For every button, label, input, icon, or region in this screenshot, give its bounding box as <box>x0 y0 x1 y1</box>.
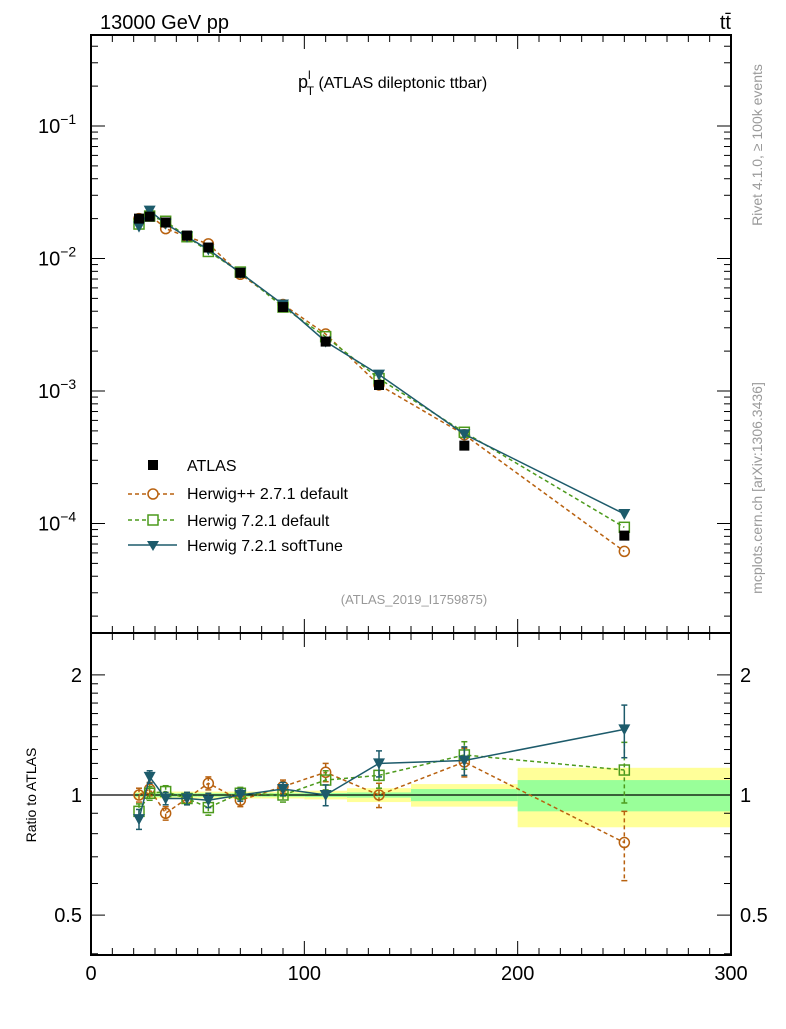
main-point-herwigpp <box>618 545 631 558</box>
ratio-point-herwig7 <box>143 787 156 800</box>
ratio-point-herwig7 <box>618 764 631 776</box>
x-tick-label: 200 <box>501 963 534 985</box>
tick-base: 10 <box>38 514 60 536</box>
main-y-tick-label: 10−2 <box>38 244 76 271</box>
tick-exponent: −2 <box>60 244 76 260</box>
legend-marker-softtune <box>147 541 159 551</box>
ratio-point-softtune <box>143 771 156 783</box>
main-y-tick-label: 10−3 <box>38 376 76 403</box>
ratio-point-softtune <box>277 784 289 796</box>
ratio-y-tick-label-left: 2 <box>71 665 82 687</box>
main-point-atlas <box>619 530 630 541</box>
ratio-point-softtune <box>458 755 471 767</box>
series-layer <box>133 205 631 882</box>
main-point-atlas <box>160 217 171 228</box>
main-point-atlas <box>144 211 155 222</box>
ratio-ylabel: Ratio to ATLAS <box>23 748 39 843</box>
main-point-softtune <box>618 508 631 520</box>
main-point-softtune <box>143 205 156 217</box>
ratio-point-softtune <box>373 758 385 770</box>
tick-exponent: −4 <box>60 509 76 525</box>
ratio-point-herwigpp <box>373 789 385 801</box>
ratio-point-softtune <box>234 790 247 801</box>
ratio-point-softtune <box>618 724 631 736</box>
ratio-y-tick-label-right: 0.5 <box>740 905 768 927</box>
ratio-y-tick-label-left: 1 <box>71 785 82 807</box>
ratio-point-herwigpp <box>159 807 172 820</box>
legend-marker-atlas <box>148 460 158 470</box>
tick-base: 10 <box>38 116 60 138</box>
x-tick-label: 300 <box>714 963 747 985</box>
x-tick-label: 0 <box>85 963 96 985</box>
legend: ATLAS Herwig++ 2.7.1 default Herwig 7.2.… <box>128 458 349 555</box>
main-point-atlas <box>182 230 192 241</box>
x-tick-label: 100 <box>288 963 321 985</box>
process-label: tt̄ <box>720 12 732 34</box>
plot-title: pl T (ATLAS dileptonic ttbar) <box>298 68 487 98</box>
legend-marker-herwigpp <box>147 488 159 500</box>
main-point-softtune <box>458 429 471 441</box>
ratio-point-herwigpp <box>618 836 631 849</box>
tick-exponent: −1 <box>60 111 76 127</box>
tick-exponent: −3 <box>60 376 76 392</box>
main-point-atlas <box>203 242 214 253</box>
plot-title-p: p <box>298 72 308 92</box>
plot-title-sub: T <box>307 84 315 98</box>
main-point-atlas <box>320 336 331 347</box>
analysis-id: (ATLAS_2019_I1759875) <box>341 592 487 607</box>
main-point-atlas <box>459 440 470 451</box>
main-point-atlas <box>235 267 246 278</box>
ratio-y-tick-label-right: 1 <box>740 785 751 807</box>
plot-title-sup: l <box>308 68 311 82</box>
ratio-point-softtune <box>319 790 332 801</box>
tick-base: 10 <box>38 381 60 403</box>
main-point-softtune <box>133 221 145 233</box>
ratio-y-tick-label-left: 0.5 <box>54 905 82 927</box>
legend-marker-herwig7 <box>147 514 159 526</box>
main-y-tick-label: 10−1 <box>38 111 76 138</box>
main-point-atlas <box>134 213 144 224</box>
ratio-y-tick-label-right: 2 <box>740 665 751 687</box>
plot-title-rest: (ATLAS dileptonic ttbar) <box>314 75 487 92</box>
ratio-point-herwigpp <box>319 766 332 779</box>
side-text-mcplots: mcplots.cern.ch [arXiv:1306.3436] <box>749 382 765 594</box>
main-point-atlas <box>374 379 384 390</box>
ratio-point-softtune <box>133 814 145 826</box>
ratio-point-softtune <box>159 793 172 805</box>
ratio-point-softtune <box>181 793 193 805</box>
ratio-point-softtune <box>202 795 215 807</box>
legend-label-herwigpp: Herwig++ 2.7.1 default <box>187 486 349 503</box>
main-y-tick-label: 10−4 <box>38 509 76 536</box>
legend-label-softtune: Herwig 7.2.1 softTune <box>187 538 343 555</box>
legend-label-herwig7: Herwig 7.2.1 default <box>187 513 330 530</box>
side-text-rivet: Rivet 4.1.0, ≥ 100k events <box>749 64 765 226</box>
series-atlas <box>134 211 630 541</box>
tick-base: 10 <box>38 249 60 271</box>
main-point-softtune <box>373 369 385 381</box>
ratio-point-herwigpp <box>202 777 215 790</box>
main-point-atlas <box>278 302 288 313</box>
legend-label-atlas: ATLAS <box>187 458 237 475</box>
energy-label: 13000 GeV pp <box>100 12 229 34</box>
